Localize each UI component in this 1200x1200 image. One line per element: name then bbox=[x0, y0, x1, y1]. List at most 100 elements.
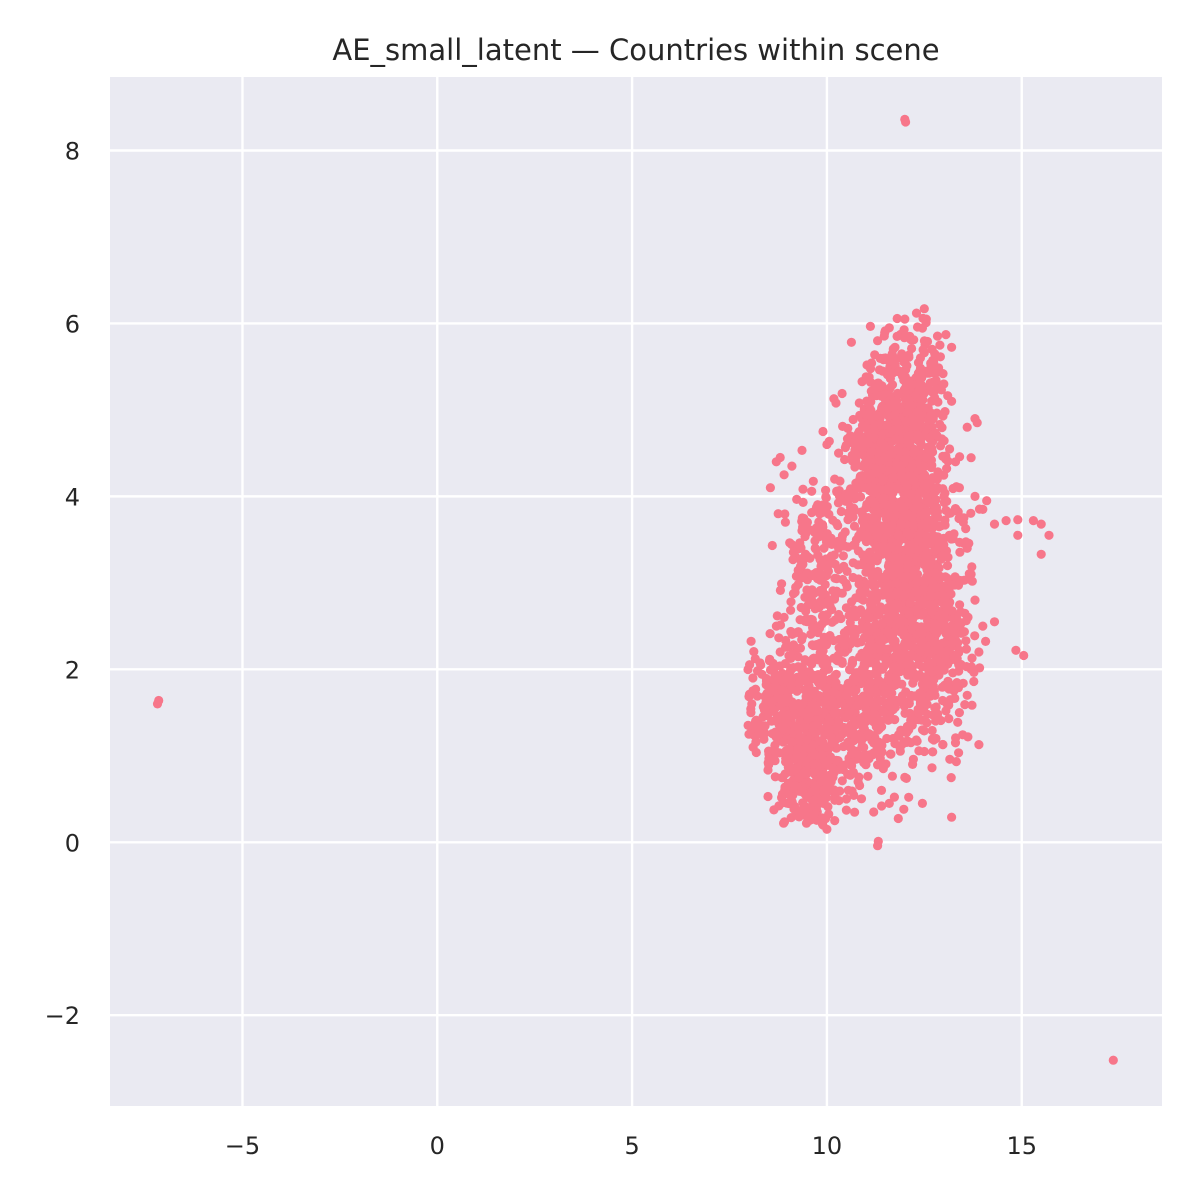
data-point bbox=[862, 650, 872, 660]
data-point bbox=[914, 708, 924, 718]
data-point bbox=[754, 728, 765, 738]
data-point bbox=[843, 678, 853, 689]
data-point bbox=[798, 787, 808, 797]
data-point bbox=[878, 681, 888, 692]
data-points bbox=[152, 114, 1118, 1065]
data-point bbox=[769, 705, 779, 715]
data-point bbox=[893, 483, 903, 494]
data-point bbox=[969, 676, 979, 687]
data-point bbox=[849, 521, 860, 531]
x-tick-label: 10 bbox=[812, 1132, 843, 1160]
data-point bbox=[888, 705, 898, 715]
data-point bbox=[941, 451, 951, 461]
data-point bbox=[954, 748, 964, 758]
data-point bbox=[914, 501, 924, 512]
data-point bbox=[793, 744, 803, 754]
data-point bbox=[922, 709, 933, 720]
data-point bbox=[967, 700, 977, 710]
data-point bbox=[793, 579, 803, 590]
data-point bbox=[908, 448, 919, 458]
data-point bbox=[805, 553, 815, 563]
data-point bbox=[837, 776, 847, 786]
data-point bbox=[797, 573, 808, 583]
data-point bbox=[955, 600, 965, 610]
data-point bbox=[765, 629, 775, 639]
data-point bbox=[904, 792, 914, 802]
data-point bbox=[871, 391, 882, 401]
data-point bbox=[886, 749, 896, 759]
data-point bbox=[828, 698, 838, 708]
data-point bbox=[752, 666, 763, 676]
data-point bbox=[945, 754, 955, 764]
data-point bbox=[895, 654, 906, 665]
data-point bbox=[850, 505, 860, 515]
data-point bbox=[972, 418, 982, 428]
data-point bbox=[1019, 650, 1029, 661]
data-point bbox=[970, 491, 980, 501]
data-point bbox=[797, 635, 807, 645]
data-point bbox=[875, 525, 885, 536]
data-point bbox=[788, 555, 798, 565]
data-point bbox=[869, 807, 879, 817]
data-point bbox=[843, 737, 853, 747]
data-point bbox=[900, 314, 910, 324]
data-point bbox=[897, 691, 908, 701]
data-point bbox=[909, 566, 919, 577]
data-point bbox=[796, 543, 806, 553]
data-point bbox=[936, 658, 946, 668]
data-point bbox=[878, 495, 888, 505]
data-point bbox=[840, 454, 850, 465]
data-point bbox=[944, 584, 954, 594]
data-point bbox=[951, 629, 961, 639]
data-point bbox=[866, 623, 877, 634]
data-point bbox=[876, 643, 886, 653]
data-point bbox=[951, 504, 961, 514]
data-point bbox=[880, 328, 890, 338]
data-point bbox=[878, 475, 888, 485]
grid-lines bbox=[110, 77, 1162, 1106]
data-point bbox=[892, 313, 902, 324]
data-point bbox=[901, 454, 912, 464]
data-point bbox=[810, 782, 820, 792]
data-point bbox=[951, 482, 962, 492]
data-point bbox=[880, 573, 890, 584]
data-point bbox=[887, 494, 897, 504]
data-point bbox=[850, 448, 860, 458]
data-point bbox=[961, 636, 971, 646]
data-point bbox=[809, 810, 819, 820]
data-point bbox=[874, 724, 885, 734]
data-point bbox=[950, 572, 960, 582]
data-point bbox=[819, 770, 829, 780]
data-point bbox=[960, 700, 970, 710]
data-point bbox=[778, 772, 788, 783]
data-point bbox=[840, 527, 850, 537]
data-point bbox=[781, 635, 791, 646]
data-point bbox=[914, 746, 924, 756]
data-point bbox=[883, 403, 893, 414]
data-point bbox=[817, 819, 827, 829]
data-point bbox=[978, 621, 988, 631]
data-point bbox=[942, 598, 952, 608]
data-point bbox=[804, 667, 815, 677]
data-point bbox=[955, 620, 965, 631]
data-point bbox=[842, 566, 852, 577]
data-point bbox=[930, 621, 940, 631]
data-point bbox=[893, 544, 904, 554]
data-point bbox=[900, 708, 910, 719]
data-point bbox=[939, 436, 949, 446]
data-point bbox=[875, 602, 886, 613]
x-tick-label: 5 bbox=[624, 1132, 639, 1160]
data-point bbox=[910, 587, 921, 597]
data-point bbox=[795, 643, 806, 653]
data-point bbox=[889, 513, 899, 523]
data-point bbox=[935, 340, 945, 350]
x-tick-label: 15 bbox=[1006, 1132, 1037, 1160]
data-point bbox=[932, 331, 943, 341]
data-point bbox=[826, 595, 836, 605]
data-point bbox=[797, 700, 807, 710]
data-point bbox=[921, 452, 931, 463]
data-point bbox=[788, 701, 799, 711]
data-point bbox=[743, 664, 753, 675]
data-point bbox=[962, 422, 972, 432]
data-point bbox=[954, 708, 965, 718]
